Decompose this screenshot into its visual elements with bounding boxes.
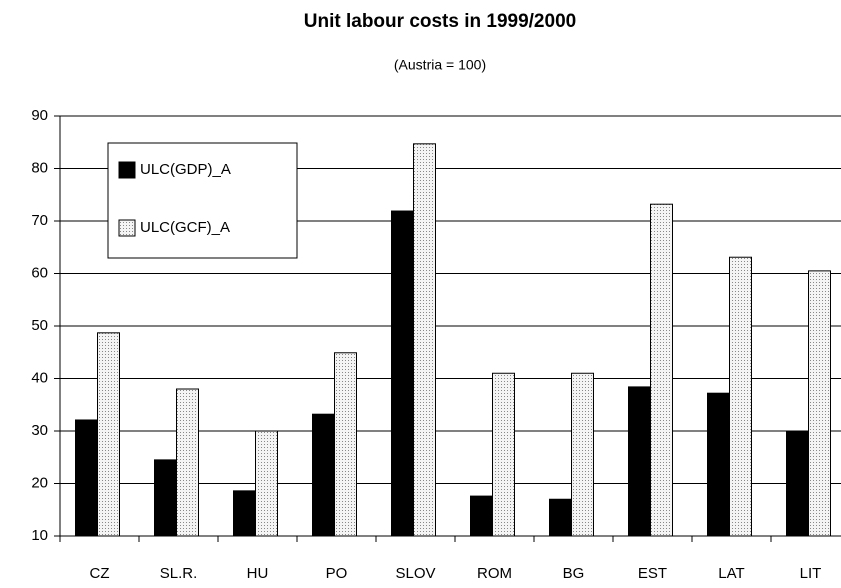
bar bbox=[75, 419, 98, 537]
x-tick-label: SL.R. bbox=[160, 565, 198, 582]
bar bbox=[628, 386, 651, 537]
bar bbox=[707, 392, 730, 537]
y-tick-label: 60 bbox=[31, 264, 48, 281]
x-tick-label: HU bbox=[247, 565, 269, 582]
legend-swatch bbox=[118, 219, 136, 237]
bar bbox=[808, 270, 831, 537]
bar bbox=[786, 430, 809, 537]
y-tick-label: 70 bbox=[31, 212, 48, 229]
y-tick-label: 80 bbox=[31, 159, 48, 176]
bar bbox=[492, 372, 515, 537]
legend-box bbox=[107, 142, 298, 259]
bar bbox=[391, 210, 414, 537]
legend-label: ULC(GDP)_A bbox=[140, 161, 231, 178]
x-tick-label: SLOV bbox=[395, 565, 435, 582]
x-tick-label: LIT bbox=[800, 565, 822, 582]
bar bbox=[312, 413, 335, 537]
bar bbox=[97, 332, 120, 537]
bar bbox=[255, 430, 278, 537]
bar bbox=[470, 495, 493, 537]
y-tick-label: 40 bbox=[31, 369, 48, 386]
bar bbox=[334, 352, 357, 537]
legend-swatch bbox=[118, 161, 136, 179]
bar bbox=[549, 498, 572, 537]
x-tick-label: LAT bbox=[718, 565, 744, 582]
x-tick-label: EST bbox=[638, 565, 667, 582]
bar bbox=[176, 388, 199, 537]
y-tick-label: 50 bbox=[31, 317, 48, 334]
y-tick-label: 10 bbox=[31, 527, 48, 544]
bar bbox=[650, 203, 673, 537]
y-tick-label: 30 bbox=[31, 422, 48, 439]
x-tick-label: CZ bbox=[90, 565, 110, 582]
x-tick-label: PO bbox=[326, 565, 348, 582]
y-tick-label: 20 bbox=[31, 474, 48, 491]
bar bbox=[413, 143, 436, 537]
bar bbox=[154, 459, 177, 537]
x-tick-label: BG bbox=[563, 565, 585, 582]
bar bbox=[729, 256, 752, 537]
chart-title: Unit labour costs in 1999/2000 bbox=[304, 11, 576, 32]
y-tick-label: 90 bbox=[31, 107, 48, 124]
legend-label: ULC(GCF)_A bbox=[140, 219, 230, 236]
x-tick-label: ROM bbox=[477, 565, 512, 582]
bar bbox=[233, 490, 256, 537]
bar bbox=[571, 372, 594, 537]
chart-subtitle: (Austria = 100) bbox=[394, 57, 486, 73]
